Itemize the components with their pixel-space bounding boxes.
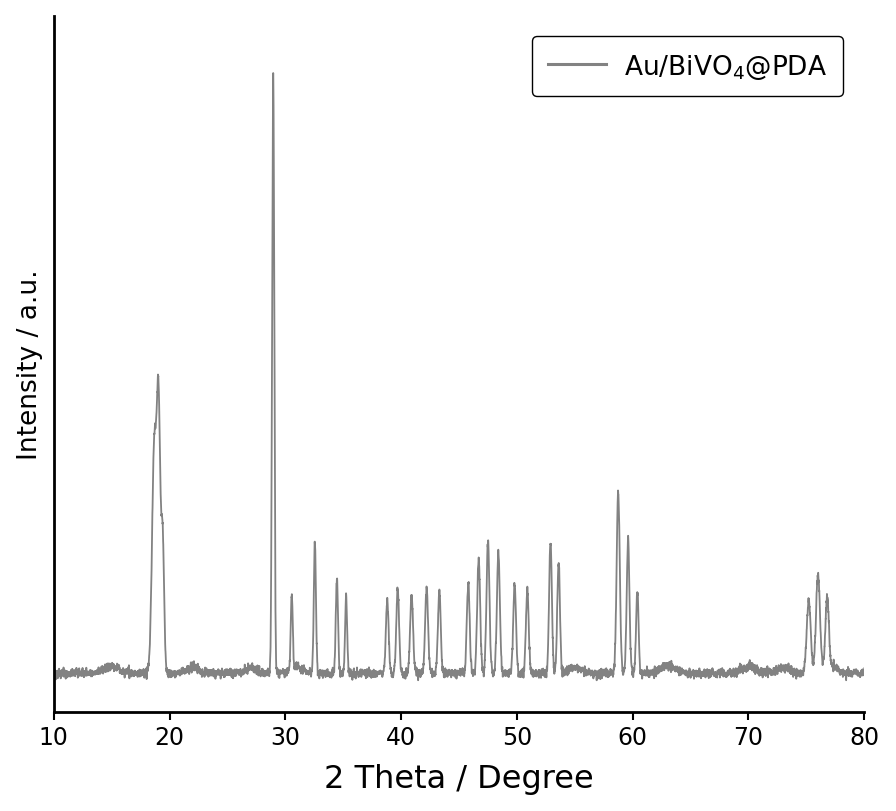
Legend: Au/BiVO$_4$@PDA: Au/BiVO$_4$@PDA [531,36,843,97]
X-axis label: 2 Theta / Degree: 2 Theta / Degree [324,763,594,794]
Y-axis label: Intensity / a.u.: Intensity / a.u. [17,269,43,460]
